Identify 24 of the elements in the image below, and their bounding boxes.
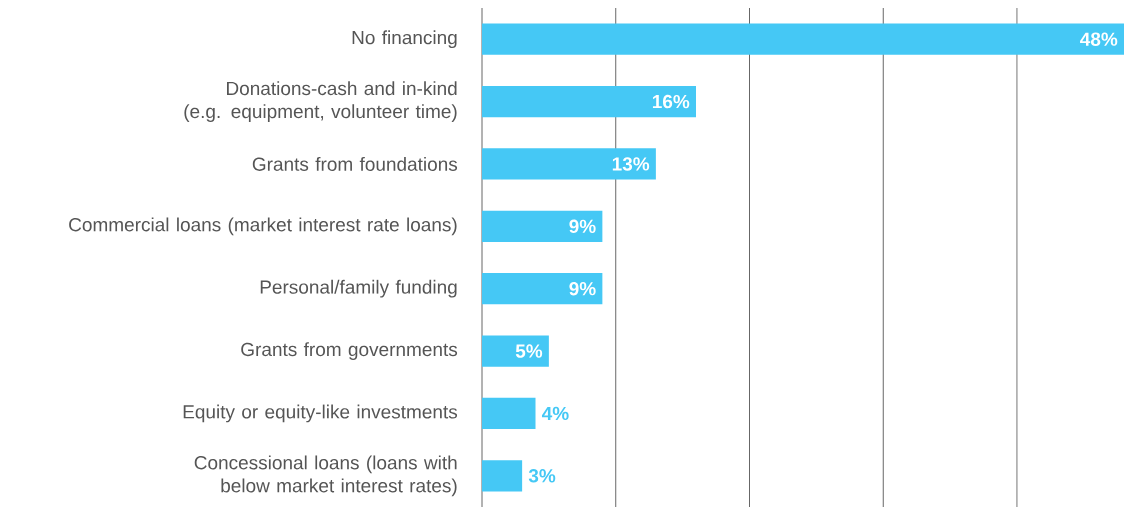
y-tick-label: No financing	[352, 30, 457, 49]
y-tick-label: Equity or equity-like investments	[183, 404, 458, 423]
bar	[482, 23, 1124, 55]
data-label: 16%	[652, 94, 690, 109]
data-label: 13%	[612, 157, 650, 171]
data-label: 48%	[1080, 32, 1118, 46]
y-tick-label: Concessional loans (loans with below market interest rates)	[194, 455, 457, 497]
bar	[482, 460, 523, 492]
bar	[482, 85, 696, 118]
y-tick-label: Grants from foundations	[252, 156, 458, 171]
y-tick-label: Donations-cash and in-kind (e.g. equipment, volunteer time)	[184, 81, 457, 122]
data-label: 9%	[569, 281, 596, 296]
data-label: 9%	[569, 219, 596, 234]
data-label: 5%	[515, 344, 543, 358]
bar	[482, 210, 603, 242]
bar	[482, 148, 656, 180]
bar	[482, 273, 603, 305]
data-label: 4%	[541, 406, 569, 421]
y-tick-label: Commercial loans (market interest rate loans)	[69, 217, 457, 236]
bar	[482, 397, 536, 430]
y-tick-label: Grants from governments	[241, 342, 458, 360]
data-label: 3%	[528, 469, 556, 483]
y-tick-label: Personal/family funding	[260, 279, 457, 298]
bar	[482, 335, 549, 367]
